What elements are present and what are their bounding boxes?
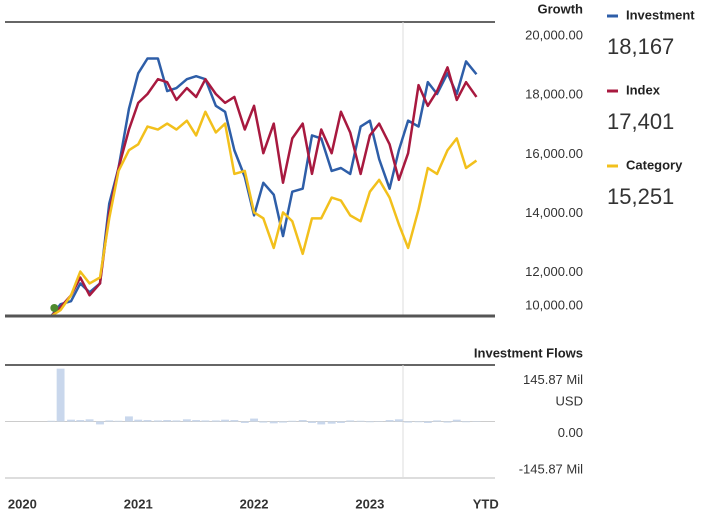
flow-bar xyxy=(269,421,278,424)
flow-bar xyxy=(356,420,365,422)
flow-bar xyxy=(250,418,258,422)
y-tick-label: -145.87 Mil xyxy=(519,461,583,476)
flow-bar xyxy=(56,368,65,422)
flow-bar xyxy=(259,421,268,423)
flow-bar xyxy=(76,420,85,422)
flow-bar xyxy=(67,419,75,422)
flow-bar xyxy=(452,419,461,422)
y-tick-label: 14,000.00 xyxy=(525,205,583,220)
growth-title: Growth xyxy=(538,1,584,16)
x-tick-label: YTD xyxy=(473,496,499,511)
y-tick-label: 0.00 xyxy=(558,425,583,440)
flow-bar xyxy=(96,421,104,425)
flows-unit: USD xyxy=(556,393,583,408)
x-tick-label: 2022 xyxy=(240,496,269,511)
flow-bar xyxy=(201,420,210,422)
flow-bar xyxy=(230,420,239,422)
x-tick-label: 2023 xyxy=(355,496,384,511)
flow-bar xyxy=(308,421,316,423)
flow-bar xyxy=(47,420,56,422)
y-tick-label: 18,000.00 xyxy=(525,87,583,102)
flow-bar xyxy=(414,421,423,423)
legend-value: 18,167 xyxy=(607,34,674,59)
flow-bar xyxy=(443,421,452,423)
legend-label: Index xyxy=(626,82,661,97)
flow-bar xyxy=(125,416,133,422)
flow-bar xyxy=(404,421,413,423)
flow-bar xyxy=(153,420,162,422)
flow-bar xyxy=(85,419,94,422)
flow-bar xyxy=(143,420,152,422)
flow-bar xyxy=(163,420,172,422)
flow-bar xyxy=(114,420,123,422)
x-tick-label: 2020 xyxy=(8,496,37,511)
flow-bar xyxy=(192,420,201,422)
flow-bar xyxy=(134,419,143,422)
legend-value: 17,401 xyxy=(607,109,674,134)
flow-bar xyxy=(394,419,403,422)
start-marker xyxy=(50,304,59,312)
flow-bar xyxy=(172,420,181,422)
legend-label: Investment xyxy=(626,7,695,22)
flow-bar xyxy=(423,421,432,423)
legend-value: 15,251 xyxy=(607,184,674,209)
line-1 xyxy=(50,66,478,317)
flow-bar xyxy=(288,420,297,422)
flow-bar xyxy=(221,419,230,422)
flow-bar xyxy=(211,420,220,422)
flow-bar xyxy=(327,421,336,424)
x-tick-label: 2021 xyxy=(124,496,153,511)
line-2 xyxy=(50,110,478,318)
line-0 xyxy=(50,57,478,317)
flow-bar xyxy=(385,420,394,422)
flow-bar xyxy=(240,421,249,423)
y-tick-label: 12,000.00 xyxy=(525,264,583,279)
flow-bar xyxy=(365,421,374,423)
flow-bar xyxy=(336,421,345,423)
flow-bar xyxy=(346,420,355,422)
flow-bar xyxy=(317,421,326,425)
flow-bar xyxy=(182,419,191,422)
flow-bar xyxy=(433,420,442,422)
flow-bar xyxy=(298,420,307,422)
flow-bar xyxy=(105,420,114,422)
flows-title: Investment Flows xyxy=(474,345,583,360)
y-tick-label: 16,000.00 xyxy=(525,146,583,161)
flow-bar xyxy=(462,421,470,423)
flow-bar xyxy=(279,421,287,423)
y-tick-label: 10,000.00 xyxy=(525,297,583,312)
legend-label: Category xyxy=(626,157,683,172)
y-tick-label: 145.87 Mil xyxy=(523,372,583,387)
y-tick-label: 20,000.00 xyxy=(525,27,583,42)
